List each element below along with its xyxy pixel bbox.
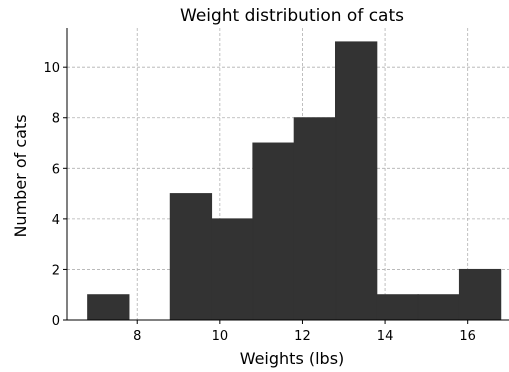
y-axis-label: Number of cats (11, 114, 30, 237)
histogram-bar (376, 294, 419, 321)
x-axis-label: Weights (lbs) (240, 349, 345, 368)
histogram-bar (335, 41, 378, 321)
y-tick-label: 10 (43, 61, 60, 76)
x-tick-label: 14 (377, 329, 394, 344)
y-tick-label: 4 (52, 213, 60, 228)
x-tick-label: 16 (459, 329, 476, 344)
histogram-bar (252, 142, 295, 321)
chart-title: Weight distribution of cats (180, 6, 404, 26)
histogram-bar (417, 294, 460, 321)
x-tick-label: 8 (133, 329, 141, 344)
y-tick-label: 0 (52, 314, 60, 329)
histogram-bar (293, 117, 337, 321)
x-tick-label: 10 (212, 329, 229, 344)
histogram-bar (458, 268, 502, 321)
y-tick-label: 8 (52, 112, 60, 127)
histogram-bar (211, 218, 254, 321)
histogram-bar (169, 193, 213, 321)
histogram-bar (87, 294, 130, 321)
y-tick-label: 6 (52, 162, 60, 177)
bars-layer (87, 41, 502, 321)
y-tick-label: 2 (52, 263, 60, 278)
x-tick-label: 12 (294, 329, 311, 344)
axes-layer: 8 10 12 14 16 0 2 4 6 8 10 (43, 28, 509, 344)
